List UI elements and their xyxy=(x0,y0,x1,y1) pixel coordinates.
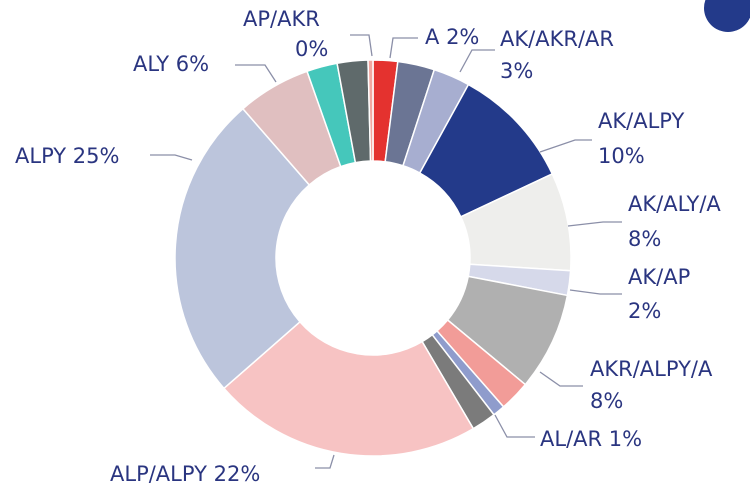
leader-line xyxy=(567,221,622,227)
leader-line xyxy=(315,454,335,469)
slice-value: 1% xyxy=(609,427,642,451)
slice-label: ALP/ALPY 22% xyxy=(110,462,260,486)
slice-value: 22% xyxy=(214,462,261,486)
slice-label: A 2% xyxy=(425,25,479,49)
donut-slice xyxy=(367,59,374,162)
donut-slice xyxy=(174,107,311,390)
slice-name: AK/AKR/AR xyxy=(500,27,614,51)
corner-badge xyxy=(704,0,750,32)
slice-value: 2% xyxy=(446,25,479,49)
slice-name: ALP/ALPY xyxy=(110,462,207,486)
slice-name: A xyxy=(425,25,440,49)
slice-value: 10% xyxy=(598,144,645,168)
leader-line xyxy=(539,139,592,153)
donut-slice xyxy=(222,320,475,457)
leader-line xyxy=(350,34,373,57)
leader-line xyxy=(150,154,193,161)
slice-name: AK/ALPY xyxy=(598,109,684,133)
slice-value: 8% xyxy=(628,227,661,251)
slice-name: AL/AR xyxy=(540,427,602,451)
leader-line xyxy=(569,289,622,295)
slice-label: AL/AR 1% xyxy=(540,427,642,451)
leader-line xyxy=(235,64,277,83)
leader-line xyxy=(494,414,535,438)
slice-label: ALY 6% xyxy=(133,52,209,76)
slice-value: 8% xyxy=(590,389,623,413)
slice-name: ALPY xyxy=(15,144,66,168)
slice-value: 3% xyxy=(500,59,533,83)
slice-value: 0% xyxy=(295,37,328,61)
slice-value: 2% xyxy=(628,299,661,323)
leader-line xyxy=(459,49,495,73)
slice-name: AK/ALY/A xyxy=(628,192,721,216)
slice-name: AKR/ALPY/A xyxy=(590,357,713,381)
slice-value: 25% xyxy=(73,144,120,168)
slice-name: ALY xyxy=(133,52,169,76)
slice-label: ALPY 25% xyxy=(15,144,119,168)
slice-value: 6% xyxy=(176,52,209,76)
slice-name: AP/AKR xyxy=(243,7,320,31)
leader-line xyxy=(539,371,583,387)
slice-name: AK/AP xyxy=(628,265,690,289)
leader-line xyxy=(389,37,418,59)
